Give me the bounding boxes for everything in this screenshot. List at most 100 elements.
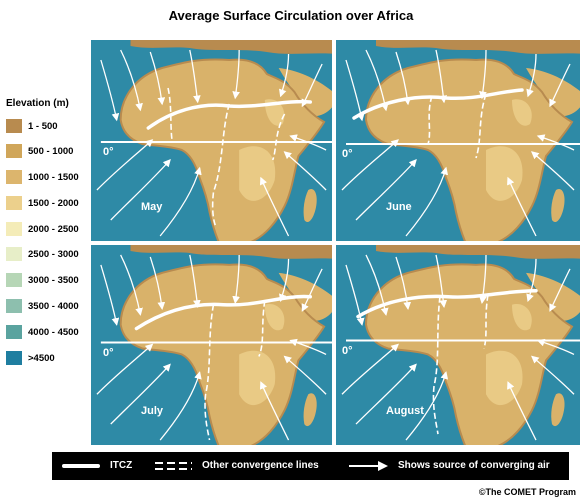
- legend-swatch: [6, 273, 22, 287]
- legend-item: 3000 - 3500: [6, 272, 79, 288]
- legend-title: Elevation (m): [6, 98, 69, 109]
- arabia-land: [526, 272, 580, 321]
- itcz-line: [352, 88, 524, 120]
- convergence-line: [475, 93, 487, 159]
- convergence-line: [483, 294, 489, 349]
- itcz-key-label: ITCZ: [110, 460, 133, 471]
- itcz-line: [134, 294, 312, 331]
- month-label: July: [141, 405, 164, 417]
- legend-label: 1 - 500: [28, 120, 58, 132]
- legend-label: 4000 - 4500: [28, 326, 79, 338]
- legend-swatch: [6, 325, 22, 339]
- credit-text: ©The COMET Program: [478, 487, 576, 497]
- flow-arrow: [526, 258, 537, 302]
- flow-arrow: [232, 49, 240, 100]
- madagascar-land: [303, 188, 317, 223]
- flow-arrow: [259, 381, 290, 441]
- legend-swatch: [6, 222, 22, 236]
- convergence-line: [211, 103, 231, 227]
- flow-arrow: [283, 355, 327, 395]
- key-symbols: [62, 461, 388, 471]
- flow-arrow: [345, 264, 365, 326]
- madagascar-land: [551, 393, 565, 427]
- legend-item: 4000 - 4500: [6, 324, 79, 340]
- legend-swatch: [6, 247, 22, 261]
- convergence-line: [271, 113, 286, 161]
- flow-arrow: [100, 59, 120, 122]
- legend-item: 3500 - 4000: [6, 298, 79, 314]
- flow-arrow: [536, 338, 575, 356]
- arabia-land: [526, 68, 580, 117]
- legend-swatch: [6, 196, 22, 210]
- legend-item: 1000 - 1500: [6, 169, 79, 185]
- legend-label: 2000 - 2500: [28, 223, 79, 235]
- legend-label: 2500 - 3000: [28, 248, 79, 260]
- convergence-line: [427, 95, 433, 145]
- legend-item: 2500 - 3000: [6, 246, 79, 262]
- flow-arrow: [110, 159, 171, 221]
- flow-arrow: [159, 371, 202, 441]
- flow-arrow: [395, 256, 412, 310]
- flow-arrow: [96, 139, 154, 191]
- flow-arrow: [549, 268, 571, 312]
- equator-label: 0°: [103, 346, 114, 359]
- flow-arrow: [345, 59, 365, 122]
- flow-arrow: [289, 134, 327, 151]
- europe-land: [376, 245, 580, 259]
- flow-arrow: [259, 176, 290, 237]
- map-panel-june: 0° June: [336, 40, 580, 241]
- legend-swatch: [6, 119, 22, 133]
- flow-arrow: [536, 134, 575, 151]
- flow-arrow: [301, 268, 323, 312]
- europe-land: [130, 40, 332, 54]
- flow-arrow: [531, 355, 575, 395]
- map-panel-may: 0° May: [91, 40, 332, 241]
- convergence-line: [204, 304, 215, 441]
- flow-arrow: [96, 343, 154, 395]
- legend-label: >4500: [28, 352, 55, 364]
- flow-arrow: [507, 381, 537, 441]
- flow-arrow: [159, 166, 202, 237]
- flow-arrow: [189, 49, 201, 104]
- equator-label: 0°: [103, 146, 114, 158]
- legend-item: 500 - 1000: [6, 143, 73, 159]
- flow-arrow: [507, 176, 537, 237]
- flow-arrow: [283, 151, 327, 191]
- flow-arrow: [549, 63, 571, 108]
- map-graphic: [96, 245, 332, 445]
- flow-arrow: [120, 49, 143, 112]
- highland-region: [239, 350, 276, 406]
- highland-region: [512, 304, 532, 331]
- legend-swatch: [6, 299, 22, 313]
- map-grid: 0° May 0° June 0° July 0° August: [91, 40, 580, 445]
- flow-arrow: [405, 371, 449, 441]
- flow-arrow: [232, 254, 240, 304]
- itcz-line: [356, 289, 538, 319]
- page-title: Average Surface Circulation over Africa: [168, 8, 414, 23]
- source-key-label: Shows source of converging air: [398, 460, 550, 471]
- legend-item: 1500 - 2000: [6, 195, 79, 211]
- flow-arrow: [479, 254, 487, 304]
- equator-label: 0°: [342, 344, 353, 357]
- flow-arrow: [100, 264, 120, 326]
- map-graphic: [341, 40, 580, 241]
- europe-land: [130, 245, 332, 259]
- flow-arrow: [149, 256, 166, 310]
- map-graphic: [341, 245, 580, 445]
- flow-arrow: [289, 338, 327, 356]
- flow-arrow: [405, 166, 449, 237]
- legend-item: >4500: [6, 350, 55, 366]
- flow-arrow: [149, 51, 166, 106]
- arabia-land: [278, 68, 332, 117]
- legend-swatch: [6, 144, 22, 158]
- map-key-bar: ITCZ Other convergence lines Shows sourc…: [52, 452, 569, 480]
- map-panel-july: 0° July: [91, 245, 332, 445]
- legend-item: 1 - 500: [6, 118, 58, 134]
- highland-region: [512, 99, 532, 126]
- europe-land: [376, 40, 580, 54]
- map-panel-august: 0° August: [336, 245, 580, 445]
- legend-label: 3000 - 3500: [28, 274, 79, 286]
- equator-label: 0°: [342, 148, 353, 160]
- flow-arrow: [531, 151, 575, 191]
- flow-arrow: [110, 363, 171, 425]
